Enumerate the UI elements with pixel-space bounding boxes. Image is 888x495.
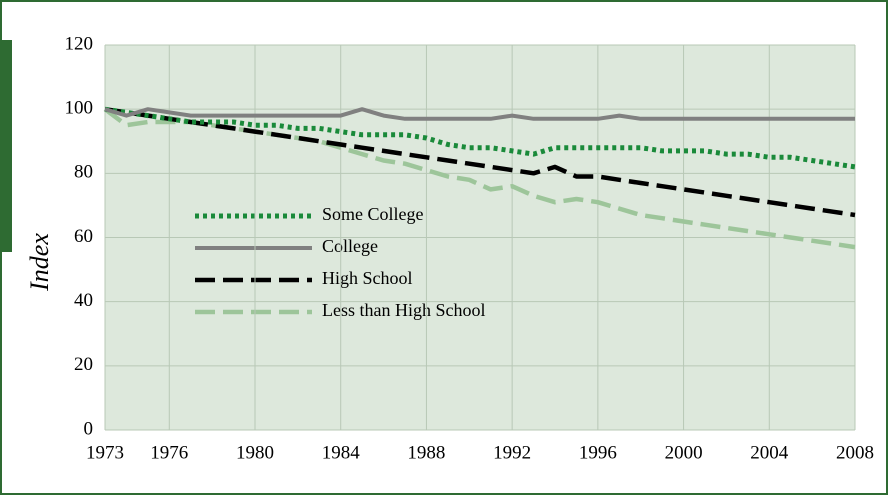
legend: Some College College High School Less than … — [195, 204, 486, 320]
y-axis-label: Index — [25, 233, 54, 292]
y-tick-label: 120 — [65, 33, 94, 54]
x-tick-label: 2004 — [750, 442, 789, 463]
legend-label: College — [322, 236, 378, 256]
x-tick-label: 1980 — [236, 442, 274, 463]
x-tick-label: 1992 — [493, 442, 531, 463]
y-tick-label: 80 — [74, 162, 93, 183]
y-tick-label: 60 — [74, 226, 93, 247]
series-line — [104, 106, 856, 170]
x-tick-label: 2008 — [836, 442, 874, 463]
x-tick-label: 1973 — [86, 442, 124, 463]
x-tick-label: 1984 — [322, 442, 361, 463]
x-tick-label: 1976 — [150, 442, 188, 463]
legend-label: Less than High School — [322, 300, 486, 320]
series-line — [104, 106, 856, 218]
series-line — [104, 107, 855, 121]
y-tick-label: 20 — [74, 354, 93, 375]
y-tick-label: 40 — [74, 290, 93, 311]
legend-label: Some College — [322, 204, 424, 224]
x-tick-label: 1996 — [579, 442, 617, 463]
side-bar — [0, 40, 12, 252]
x-tick-label: 2000 — [665, 442, 703, 463]
x-tick-label: 1988 — [407, 442, 445, 463]
legend-label: High School — [322, 268, 413, 288]
y-tick-label: 0 — [84, 418, 94, 439]
y-tick-label: 100 — [65, 98, 94, 119]
